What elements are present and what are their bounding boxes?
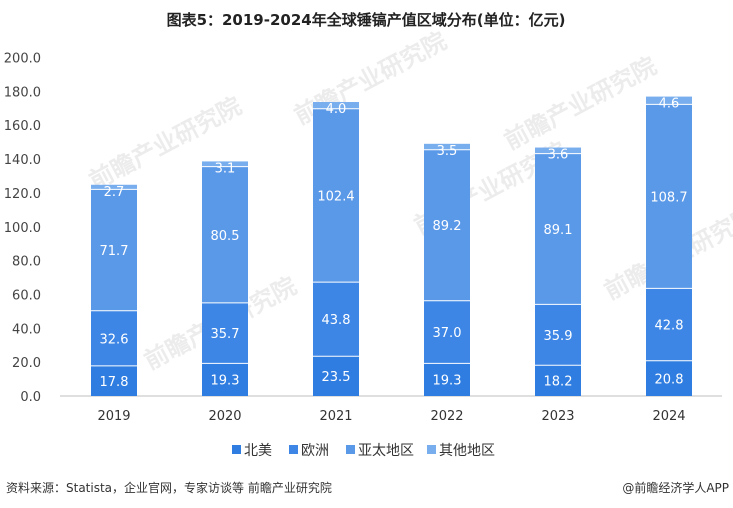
data-label: 2.7 [104,185,125,200]
legend-label: 其他地区 [439,443,495,459]
data-label: 23.5 [322,370,351,385]
data-label: 19.3 [433,374,462,389]
data-label: 89.1 [544,223,573,238]
x-axis: 2019 2020 2021 2022 2023 2024 [97,409,685,424]
x-tick-label: 2020 [208,409,241,424]
y-tick-label: 20.0 [12,356,41,371]
legend-swatch [346,445,355,454]
y-tick-label: 40.0 [12,322,41,337]
brand-label: @前瞻经济学人APP [622,480,729,495]
data-label: 32.6 [100,332,129,347]
x-tick-label: 2022 [430,409,463,424]
data-label: 35.7 [211,327,240,342]
bar-segment [91,184,137,190]
y-tick-label: 60.0 [12,288,41,303]
data-label: 35.9 [544,329,573,344]
data-label: 42.8 [655,319,684,334]
y-tick-label: 100.0 [4,221,41,236]
data-label: 4.6 [659,97,680,112]
bar-segment [313,102,359,109]
x-tick-label: 2021 [319,409,352,424]
bar-segment [646,96,692,105]
bar-segment [202,302,248,364]
x-tick-label: 2024 [652,409,685,424]
bar-segment [424,149,470,301]
bar-segment [535,147,581,154]
bar-segment [202,166,248,303]
data-label: 3.5 [437,144,458,159]
bar-segment [202,363,248,396]
y-tick-label: 200.0 [4,52,41,67]
data-label: 18.2 [544,375,573,390]
data-label: 3.1 [215,161,236,176]
watermark-text: 前瞻产业研究院 [500,52,661,156]
legend-swatch [427,445,436,454]
y-tick-label: 80.0 [12,255,41,270]
data-label: 3.6 [548,148,569,163]
bar-segment [535,153,581,305]
data-label: 102.4 [317,189,354,204]
data-label: 4.0 [326,102,347,117]
y-tick-label: 120.0 [4,187,41,202]
watermark-group: 前瞻产业研究院前瞻产业研究院前瞻产业研究院前瞻产业研究院前瞻产业研究院前瞻产业研… [85,27,733,376]
legend: 北美 欧洲 亚太地区 其他地区 [232,443,495,459]
legend-swatch [232,445,241,454]
bar-segment [424,143,470,150]
data-label: 108.7 [650,190,687,205]
bars: 17.8 32.6 71.7 2.7 19.3 35.7 80.5 3.1 23.5 43.8 10… [91,96,692,396]
bar-segment [313,282,359,357]
bar-segment [202,161,248,167]
data-label: 71.7 [100,244,129,259]
bar-segment [424,300,470,364]
bar-segment [646,360,692,396]
y-tick-label: 0.0 [20,390,41,405]
data-label: 43.8 [322,313,351,328]
data-label: 20.8 [655,372,684,387]
bar-segment [535,365,581,396]
y-axis: 0.0 20.0 40.0 60.0 80.0 100.0 120.0 140.0 160.0 1… [4,52,41,406]
bar-segment [424,363,470,396]
bar-segment [646,104,692,289]
bar-segment [91,310,137,366]
data-label: 37.0 [433,326,462,341]
data-label: 17.8 [100,375,129,390]
bar-segment [646,288,692,361]
x-tick-label: 2023 [541,409,574,424]
data-label: 19.3 [211,374,240,389]
bar-segment [535,304,581,366]
bar-segment [313,356,359,396]
y-tick-label: 140.0 [4,153,41,168]
bar-segment [313,108,359,283]
data-label: 89.2 [433,219,462,234]
bar-segment [91,365,137,396]
y-tick-label: 160.0 [4,119,41,134]
legend-swatch [289,445,298,454]
legend-label: 北美 [244,443,272,459]
legend-label: 欧洲 [301,443,329,459]
source-note: 资料来源：Statista，企业官网，专家访谈等 前瞻产业研究院 [6,480,332,495]
data-label: 80.5 [211,229,240,244]
bar-segment [91,189,137,311]
legend-label: 亚太地区 [358,443,414,459]
y-tick-label: 180.0 [4,85,41,100]
chart-title: 图表5：2019-2024年全球锤镐产值区域分布(单位：亿元) [167,11,566,29]
x-tick-label: 2019 [97,409,130,424]
